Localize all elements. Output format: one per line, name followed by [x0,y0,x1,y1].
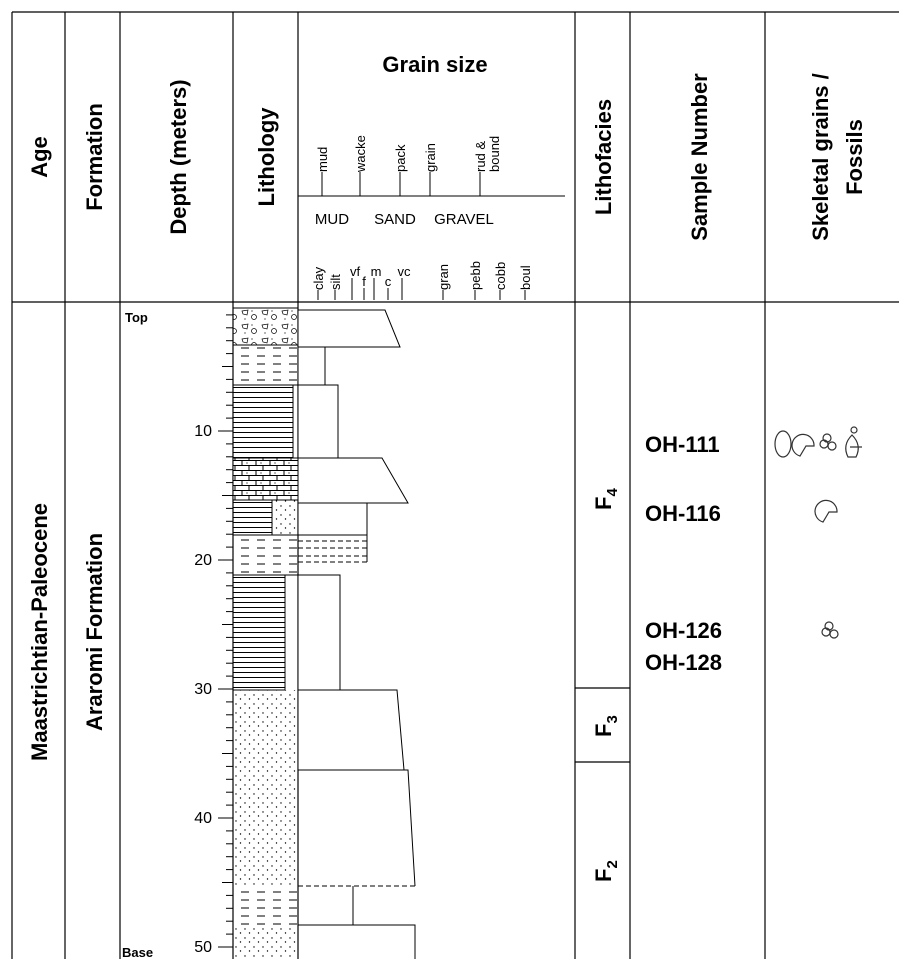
size-label: pebb [468,261,483,290]
sample-number: OH-111 [645,432,720,457]
class-label: SAND [374,211,416,228]
fossil-icons [775,427,862,638]
carbonate-label: pack [393,144,408,172]
header-lithofacies: Lithofacies [591,99,616,215]
lithology [233,308,298,959]
depth-top: Top [125,310,148,325]
size-label: vf [350,264,361,279]
lithofacies-label: F2 [591,860,621,882]
facies-letter: F [591,497,616,510]
age-label: Maastrichtian-Paleocene [27,503,52,761]
depth-label: 50 [194,939,212,956]
facies-sub: 2 [604,860,621,868]
header-fossils: Fossils [842,119,867,195]
depth-scale: 10 20 30 40 50 [194,315,233,956]
facies-letter: F [591,724,616,737]
size-label: clay [311,266,326,290]
size-label: vc [398,264,412,279]
class-label: GRAVEL [434,211,494,228]
formation-label: Araromi Formation [82,533,107,731]
facies-letter: F [591,869,616,882]
lithofacies-label: F4 [591,488,621,510]
depth-label: 10 [194,423,212,440]
carbonate-label: mud [315,147,330,172]
sample-number: OH-128 [645,650,722,675]
stratigraphic-log: Age Formation Depth (meters) Lithology G… [0,0,900,959]
sample-number: OH-126 [645,618,722,643]
depth-label: 40 [194,810,212,827]
lithofacies-label: F3 [591,715,621,737]
size-label: silt [328,274,343,290]
size-label: c [385,274,392,289]
facies-sub: 4 [604,488,621,497]
carbonate-label: bound [487,136,502,172]
facies-sub: 3 [604,715,621,723]
carbonate-label: wacke [353,135,368,173]
size-label: boul [518,265,533,290]
sample-number: OH-116 [645,501,721,526]
header-fossils: Skeletal grains / [808,73,833,241]
depth-label: 20 [194,552,212,569]
header-formation: Formation [82,103,107,211]
header-lithology: Lithology [254,107,279,207]
header-sample-number: Sample Number [687,73,712,241]
carbonate-label: grain [423,143,438,172]
header-age: Age [27,136,52,178]
size-label: cobb [493,262,508,290]
grain-profile [298,310,415,959]
depth-label: 30 [194,681,212,698]
size-label: m [371,264,382,279]
header-depth: Depth (meters) [166,79,191,234]
size-label: f [362,274,366,289]
header-grain-size: Grain size [382,52,487,77]
depth-base: Base [122,945,153,959]
class-label: MUD [315,211,349,228]
table-grid [12,12,899,959]
size-label: gran [436,264,451,290]
carbonate-label: rud & [473,141,488,172]
